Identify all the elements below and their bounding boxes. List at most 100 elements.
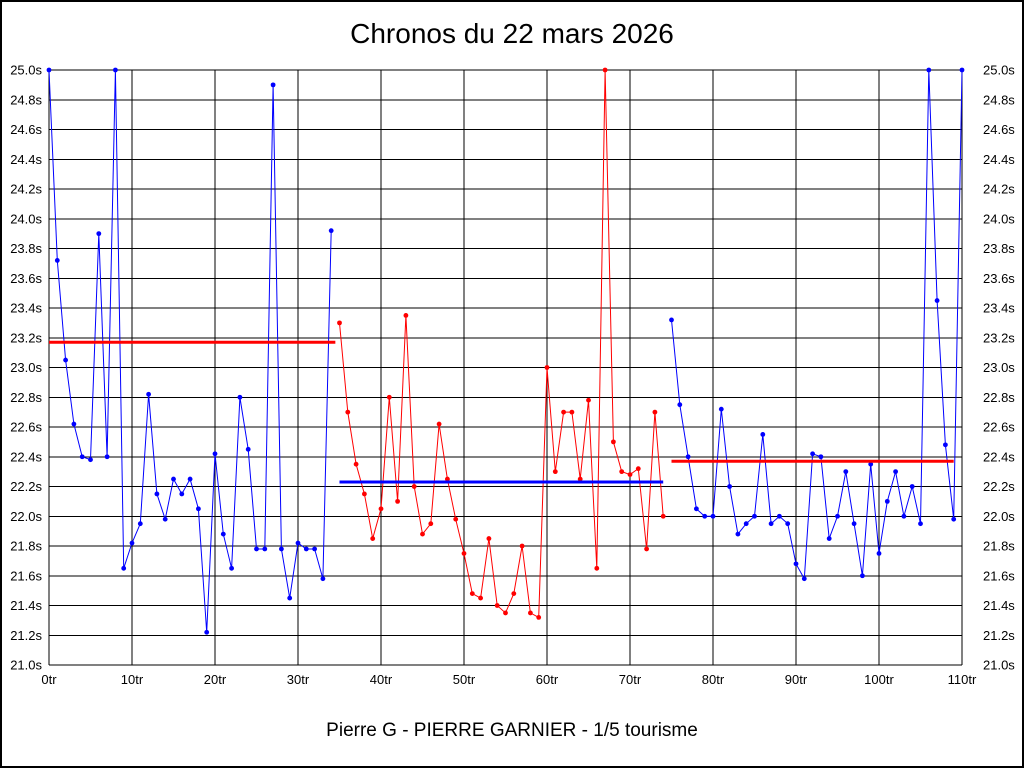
y-tick-label-left: 22.0s (10, 509, 42, 524)
data-point-stint-2 (611, 439, 616, 445)
data-point-stint-2 (362, 491, 367, 497)
data-point-stint-2 (345, 409, 351, 415)
y-tick-label-right: 24.4s (983, 152, 1015, 167)
data-point-stint-1 (137, 521, 143, 527)
data-point-stint-2 (552, 469, 558, 475)
data-point-stint-3 (718, 406, 724, 412)
data-point-stint-2 (353, 461, 359, 467)
data-point-stint-1 (88, 457, 93, 463)
y-tick-label-left: 24.4s (10, 152, 42, 167)
data-point-stint-1 (162, 516, 168, 522)
data-point-stint-2 (528, 610, 533, 616)
data-point-stint-1 (146, 391, 152, 397)
y-tick-label-left: 24.2s (10, 182, 42, 197)
chart-title: Chronos du 22 mars 2026 (350, 18, 674, 49)
data-point-stint-3 (702, 513, 708, 519)
data-point-stint-3 (777, 513, 782, 519)
data-point-stint-3 (793, 561, 799, 567)
data-point-stint-1 (79, 454, 85, 460)
data-point-stint-1 (212, 451, 218, 457)
y-tick-label-left: 21.8s (10, 539, 42, 554)
data-point-stint-1 (303, 546, 309, 552)
y-tick-label-left: 22.4s (10, 449, 42, 464)
y-tick-label-left: 22.2s (10, 479, 42, 494)
data-point-stint-3 (826, 536, 832, 541)
data-point-stint-1 (220, 531, 226, 537)
data-point-stint-2 (453, 516, 459, 522)
data-point-stint-3 (669, 317, 674, 323)
data-point-stint-2 (627, 472, 633, 477)
data-point-stint-1 (312, 546, 317, 552)
data-point-stint-3 (909, 484, 915, 489)
y-tick-label-left: 21.6s (10, 568, 42, 583)
series-line-stint-2 (339, 69, 664, 619)
y-tick-label-left: 23.0s (10, 360, 42, 375)
data-point-stint-3 (801, 576, 807, 582)
data-point-stint-2 (536, 615, 542, 620)
y-tick-label-right: 24.8s (983, 92, 1015, 107)
data-point-stint-1 (262, 546, 268, 552)
y-tick-label-right: 24.6s (983, 122, 1015, 137)
data-point-stint-2 (619, 469, 625, 475)
data-point-stint-2 (461, 551, 467, 556)
y-tick-label-left: 24.0s (10, 211, 42, 226)
data-point-stint-3 (677, 402, 683, 408)
data-point-stint-1 (113, 67, 118, 73)
y-tick-label-right: 23.6s (983, 271, 1015, 286)
data-point-stint-2 (519, 543, 525, 549)
data-point-stint-2 (544, 365, 550, 370)
x-tick-label: 90tr (785, 672, 808, 687)
series-line-stint-1 (48, 69, 332, 633)
data-point-stint-3 (868, 461, 874, 467)
data-point-stint-2 (420, 531, 425, 537)
y-tick-label-left: 23.6s (10, 271, 42, 286)
data-point-stint-3 (843, 469, 849, 475)
data-point-stint-2 (652, 409, 658, 415)
data-point-stint-1 (254, 546, 259, 552)
data-point-stint-1 (129, 540, 135, 546)
data-point-stint-2 (594, 565, 600, 571)
data-point-stint-1 (295, 540, 301, 546)
x-tick-label: 110tr (948, 672, 977, 687)
data-point-stint-3 (860, 573, 865, 579)
y-tick-label-left: 23.4s (10, 301, 42, 316)
data-point-stint-2 (403, 313, 409, 318)
data-point-stint-3 (768, 521, 774, 527)
y-tick-label-right: 25.0s (983, 63, 1015, 78)
data-point-stint-3 (785, 521, 791, 527)
y-tick-label-left: 22.8s (10, 390, 42, 405)
y-tick-label-right: 23.4s (983, 301, 1015, 316)
data-point-stint-1 (71, 421, 77, 427)
y-tick-label-left: 24.8s (10, 92, 42, 107)
data-point-stint-2 (569, 409, 575, 415)
data-point-stint-3 (835, 513, 840, 519)
data-point-stint-3 (760, 432, 766, 437)
data-point-stint-1 (104, 454, 110, 460)
data-point-stint-2 (586, 397, 591, 403)
data-point-stint-1 (46, 67, 52, 73)
y-tick-label-right: 22.2s (983, 479, 1015, 494)
data-point-stint-2 (370, 536, 376, 541)
y-tick-label-right: 23.8s (983, 241, 1015, 256)
data-point-stint-2 (411, 484, 417, 489)
data-point-stint-2 (436, 421, 442, 427)
data-point-stint-3 (951, 516, 957, 522)
y-tick-label-left: 22.6s (10, 420, 42, 435)
data-point-stint-3 (901, 513, 907, 519)
data-point-stint-2 (386, 394, 392, 400)
x-tick-label: 60tr (536, 672, 559, 687)
data-point-stint-2 (494, 603, 500, 608)
x-tick-label: 0tr (41, 672, 57, 687)
y-tick-label-right: 24.0s (983, 211, 1015, 226)
data-point-stint-1 (154, 491, 160, 497)
y-tick-label-right: 22.6s (983, 420, 1015, 435)
x-tick-label: 10tr (121, 672, 144, 687)
y-tick-label-left: 21.2s (10, 628, 42, 643)
x-tick-label: 70tr (619, 672, 642, 687)
data-point-stint-3 (810, 451, 815, 457)
y-tick-label-right: 21.8s (983, 539, 1015, 554)
data-point-stint-1 (204, 629, 210, 635)
data-point-stint-3 (926, 67, 932, 73)
